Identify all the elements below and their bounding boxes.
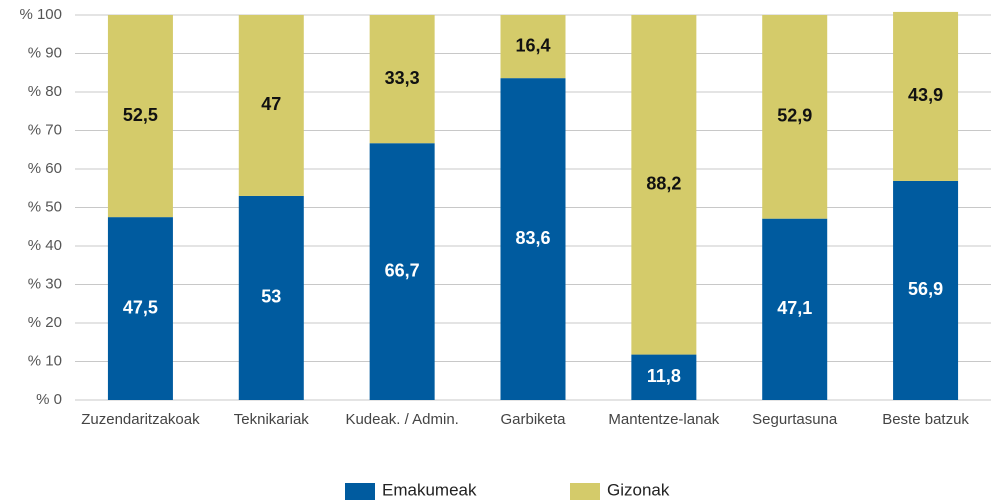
bar-segment: [107, 15, 173, 218]
x-tick-label: Kudeak. / Admin.: [345, 411, 458, 428]
y-tick-label: % 10: [28, 352, 62, 369]
x-tick-label: Garbiketa: [500, 411, 566, 428]
value-label: 53: [261, 287, 281, 307]
value-label: 56,9: [908, 279, 943, 299]
bar-segment: [369, 143, 435, 400]
bar-segment: [893, 180, 959, 400]
y-tick-label: % 100: [19, 6, 62, 23]
y-tick-label: % 40: [28, 237, 62, 254]
bar-segment: [893, 11, 959, 181]
x-tick-label: Mantentze-lanak: [608, 411, 719, 428]
value-label: 47: [261, 94, 281, 114]
x-tick-label: Segurtasuna: [752, 411, 838, 428]
value-label: 16,4: [515, 35, 550, 55]
y-tick-label: % 90: [28, 44, 62, 61]
bar-segment: [631, 15, 697, 355]
bar-segment: [107, 217, 173, 400]
value-label: 88,2: [646, 174, 681, 194]
y-tick-label: % 70: [28, 121, 62, 138]
x-tick-label: Teknikariak: [234, 411, 310, 428]
legend-swatch: [345, 483, 375, 500]
bar-segment: [238, 15, 304, 196]
legend-label: Emakumeak: [382, 480, 477, 499]
bar-segment: [500, 78, 566, 400]
value-label: 66,7: [385, 260, 420, 280]
y-tick-label: % 60: [28, 160, 62, 177]
value-label: 47,1: [777, 298, 812, 318]
value-label: 52,9: [777, 106, 812, 126]
value-label: 83,6: [515, 228, 550, 248]
y-tick-label: % 20: [28, 314, 62, 331]
x-tick-label: Beste batzuk: [882, 411, 969, 428]
y-tick-label: % 30: [28, 275, 62, 292]
value-label: 43,9: [908, 85, 943, 105]
bar-segment: [762, 218, 828, 400]
legend-label: Gizonak: [607, 480, 670, 499]
bar-segment: [762, 15, 828, 219]
value-label: 11,8: [647, 366, 681, 386]
bar-segment: [238, 195, 304, 400]
y-tick-label: % 80: [28, 83, 62, 100]
y-tick-label: % 0: [36, 391, 62, 408]
value-label: 47,5: [123, 297, 158, 317]
x-tick-label: Zuzendaritzakoak: [81, 411, 200, 428]
bar-segment: [369, 15, 435, 144]
legend-swatch: [570, 483, 600, 500]
value-label: 52,5: [123, 105, 158, 125]
y-tick-label: % 50: [28, 198, 62, 215]
bar-segment: [631, 354, 697, 400]
bar-segment: [500, 15, 566, 79]
value-label: 33,3: [385, 68, 420, 88]
